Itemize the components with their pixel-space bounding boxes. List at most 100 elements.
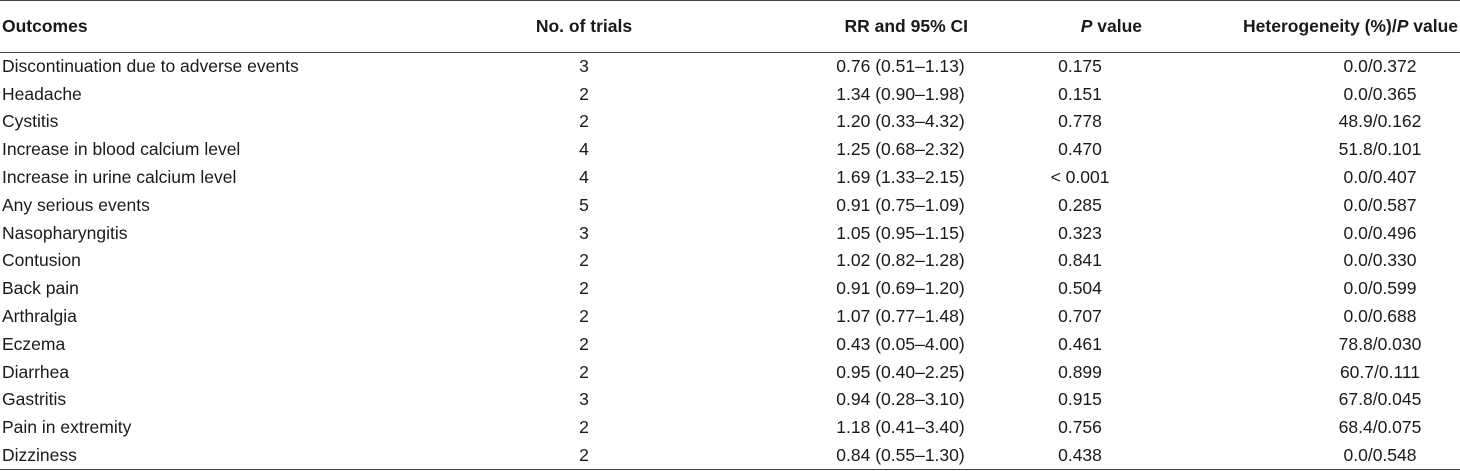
cell-outcome: Eczema	[2, 333, 66, 354]
cell-rr: 1.07 (0.77–1.48)	[836, 306, 965, 327]
table-row: Cystitis 2 1.20 (0.33–4.32) 0.778 48.9/0…	[0, 108, 1460, 136]
cell-het: 0.0/0.688	[1343, 306, 1417, 327]
header-trials: No. of trials	[420, 0, 720, 53]
cell-trials: 2	[579, 83, 589, 104]
cell-p: 0.461	[1058, 333, 1102, 354]
cell-p: 0.899	[1058, 361, 1102, 382]
header-het-suffix: value	[1408, 16, 1458, 36]
cell-rr: 0.91 (0.69–1.20)	[836, 278, 965, 299]
cell-trials: 2	[420, 441, 720, 470]
cell-rr: 1.69 (1.33–2.15)	[836, 167, 965, 188]
cell-outcome: Increase in urine calcium level	[2, 167, 237, 188]
header-p-value: P value	[988, 0, 1190, 53]
table-row: Back pain 2 0.91 (0.69–1.20) 0.504 0.0/0…	[0, 275, 1460, 303]
cell-outcome: Increase in blood calcium level	[2, 139, 241, 160]
cell-trials: 2	[579, 333, 589, 354]
table-row: Pain in extremity 2 1.18 (0.41–3.40) 0.7…	[0, 414, 1460, 442]
table-row: Any serious events 5 0.91 (0.75–1.09) 0.…	[0, 191, 1460, 219]
cell-trials: 4	[579, 167, 589, 188]
cell-outcome: Back pain	[2, 278, 79, 299]
cell-p: 0.175	[1058, 56, 1102, 77]
cell-p: 0.504	[1058, 278, 1102, 299]
cell-trials: 2	[579, 111, 589, 132]
cell-outcome: Nasopharyngitis	[2, 222, 128, 243]
cell-trials: 2	[579, 306, 589, 327]
cell-het: 67.8/0.045	[1338, 389, 1422, 410]
cell-p: 0.756	[1058, 417, 1102, 438]
table-header: Outcomes No. of trials RR and 95% CI P v…	[0, 0, 1460, 53]
table-row: Increase in blood calcium level 4 1.25 (…	[0, 136, 1460, 164]
cell-het: 0.0/0.372	[1343, 56, 1417, 77]
cell-het: 0.0/0.330	[1343, 250, 1417, 271]
cell-rr: 1.34 (0.90–1.98)	[836, 83, 965, 104]
table-row: Contusion 2 1.02 (0.82–1.28) 0.841 0.0/0…	[0, 247, 1460, 275]
cell-p: 0.841	[1058, 250, 1102, 271]
cell-p: 0.915	[1058, 389, 1102, 410]
table-row: Eczema 2 0.43 (0.05–4.00) 0.461 78.8/0.0…	[0, 330, 1460, 358]
table-body: Discontinuation due to adverse events 3 …	[0, 53, 1460, 470]
header-heterogeneity: Heterogeneity (%)/P value	[1190, 0, 1460, 53]
cell-outcome: Discontinuation due to adverse events	[2, 56, 299, 77]
table-row: Dizziness 2 0.84 (0.55–1.30) 0.438 0.0/0…	[0, 441, 1460, 470]
cell-outcome: Arthralgia	[2, 306, 77, 327]
cell-outcome: Cystitis	[2, 111, 59, 132]
header-row: Outcomes No. of trials RR and 95% CI P v…	[0, 0, 1460, 53]
cell-rr: 1.02 (0.82–1.28)	[836, 250, 965, 271]
cell-het: 51.8/0.101	[1338, 139, 1422, 160]
cell-trials: 3	[579, 56, 589, 77]
cell-outcome: Contusion	[2, 250, 81, 271]
cell-rr: 0.91 (0.75–1.09)	[836, 194, 965, 215]
cell-rr: 0.43 (0.05–4.00)	[836, 333, 965, 354]
cell-p: 0.151	[1058, 83, 1102, 104]
cell-rr: 1.05 (0.95–1.15)	[836, 222, 965, 243]
header-rr-ci: RR and 95% CI	[720, 0, 988, 53]
cell-rr: 0.95 (0.40–2.25)	[836, 361, 965, 382]
cell-rr: 1.18 (0.41–3.40)	[836, 417, 965, 438]
cell-p: 0.323	[1058, 222, 1102, 243]
cell-outcome: Any serious events	[2, 194, 150, 215]
cell-p: < 0.001	[1050, 167, 1110, 188]
header-het-prefix: Heterogeneity (%)/	[1243, 16, 1397, 36]
cell-het: 0.0/0.365	[1343, 83, 1417, 104]
cell-het: 78.8/0.030	[1338, 333, 1422, 354]
cell-trials: 2	[579, 278, 589, 299]
cell-rr: 0.94 (0.28–3.10)	[836, 389, 965, 410]
cell-outcome: Pain in extremity	[2, 417, 132, 438]
cell-trials: 2	[579, 361, 589, 382]
cell-het: 0.0/0.599	[1343, 278, 1417, 299]
cell-outcome: Dizziness	[0, 441, 420, 470]
table-row: Increase in urine calcium level 4 1.69 (…	[0, 164, 1460, 192]
cell-trials: 2	[579, 250, 589, 271]
table-row: Discontinuation due to adverse events 3 …	[0, 53, 1460, 81]
cell-trials: 3	[579, 222, 589, 243]
table-row: Gastritis 3 0.94 (0.28–3.10) 0.915 67.8/…	[0, 386, 1460, 414]
cell-outcome: Gastritis	[2, 389, 67, 410]
cell-trials: 3	[579, 389, 589, 410]
table-row: Arthralgia 2 1.07 (0.77–1.48) 0.707 0.0/…	[0, 303, 1460, 331]
cell-het: 0.0/0.548	[1190, 441, 1460, 470]
header-outcomes: Outcomes	[0, 0, 420, 53]
cell-trials: 2	[579, 417, 589, 438]
cell-rr: 0.76 (0.51–1.13)	[836, 56, 965, 77]
cell-het: 0.0/0.496	[1343, 222, 1417, 243]
cell-het: 0.0/0.587	[1343, 194, 1417, 215]
table-row: Headache 2 1.34 (0.90–1.98) 0.151 0.0/0.…	[0, 80, 1460, 108]
cell-het: 60.7/0.111	[1339, 361, 1421, 382]
cell-outcome: Diarrhea	[2, 361, 70, 382]
cell-het: 48.9/0.162	[1338, 111, 1422, 132]
cell-p: 0.707	[1058, 306, 1102, 327]
cell-het: 0.0/0.407	[1343, 167, 1417, 188]
cell-p: 0.438	[988, 441, 1190, 470]
table-row: Diarrhea 2 0.95 (0.40–2.25) 0.899 60.7/0…	[0, 358, 1460, 386]
cell-het: 68.4/0.075	[1338, 417, 1422, 438]
cell-p: 0.778	[1058, 111, 1102, 132]
cell-trials: 5	[579, 194, 589, 215]
header-het-italic: P	[1396, 16, 1409, 36]
header-p-italic: P	[1080, 16, 1093, 36]
cell-outcome: Headache	[2, 83, 82, 104]
table-row: Nasopharyngitis 3 1.05 (0.95–1.15) 0.323…	[0, 219, 1460, 247]
cell-rr: 1.20 (0.33–4.32)	[836, 111, 965, 132]
cell-rr: 1.25 (0.68–2.32)	[836, 139, 965, 160]
